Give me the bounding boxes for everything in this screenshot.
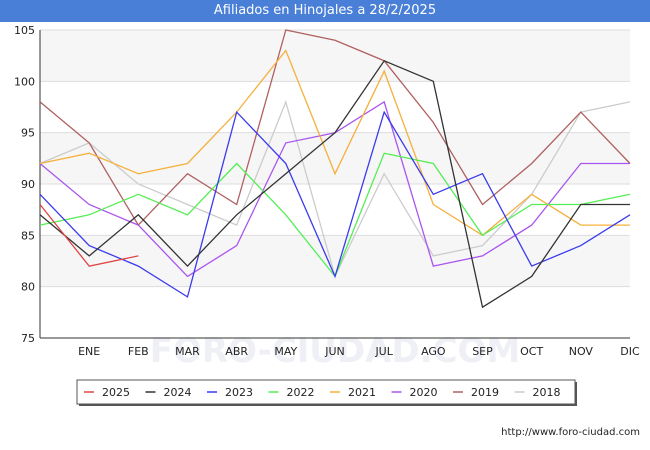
y-tick-label: 95 <box>21 127 35 140</box>
chart-title: Afiliados en Hinojales a 28/2/2025 <box>213 3 437 18</box>
y-axis-ticks: 75 80 85 90 95 100 105 <box>14 24 35 345</box>
x-tick-label: MAY <box>274 345 297 358</box>
legend-label-2019: 2019 <box>471 386 499 399</box>
legend-label-2021: 2021 <box>348 386 376 399</box>
x-axis-ticks: ENE FEB MAR ABR MAY JUN JUL AGO SEP OCT NOV DIC <box>78 345 640 358</box>
x-tick-label: NOV <box>569 345 594 358</box>
y-tick-label: 85 <box>21 229 35 242</box>
x-tick-label: FEB <box>128 345 149 358</box>
legend-label-2018: 2018 <box>533 386 561 399</box>
series-line-2025 <box>39 204 139 267</box>
legend: 2025 2024 2023 2022 2021 2020 2019 2018 <box>76 379 577 406</box>
legend-label-2022: 2022 <box>287 386 315 399</box>
grid-band <box>40 132 630 184</box>
x-tick-label: ENE <box>78 345 100 358</box>
x-tick-label: DIC <box>620 345 640 358</box>
legend-label-2024: 2024 <box>164 386 192 399</box>
y-tick-label: 90 <box>21 178 35 191</box>
series-line-2024 <box>39 59 630 309</box>
x-tick-label: OCT <box>520 345 543 358</box>
x-tick-label: JUN <box>324 345 345 358</box>
y-tick-label: 100 <box>14 75 35 88</box>
legend-box <box>76 379 576 405</box>
legend-label-2020: 2020 <box>410 386 438 399</box>
legend-label-2023: 2023 <box>225 386 253 399</box>
series-line-2021 <box>39 49 630 237</box>
source-url: http://www.foro-ciudad.com <box>501 427 640 438</box>
x-tick-label: MAR <box>175 345 200 358</box>
y-tick-label: 105 <box>14 24 35 37</box>
x-tick-label: JUL <box>374 345 393 358</box>
grid-band <box>40 30 630 82</box>
legend-label-2025: 2025 <box>102 386 130 399</box>
grid-band <box>40 235 630 287</box>
y-tick-label: 75 <box>21 332 35 345</box>
series-lines <box>39 29 631 309</box>
series-line-2023 <box>39 110 631 298</box>
x-tick-label: SEP <box>472 345 493 358</box>
y-tick-label: 80 <box>21 281 35 294</box>
x-tick-label: AGO <box>421 345 446 358</box>
axes <box>39 30 630 339</box>
x-tick-label: ABR <box>225 345 248 358</box>
title-bar <box>0 0 650 22</box>
background-bands <box>40 30 630 287</box>
